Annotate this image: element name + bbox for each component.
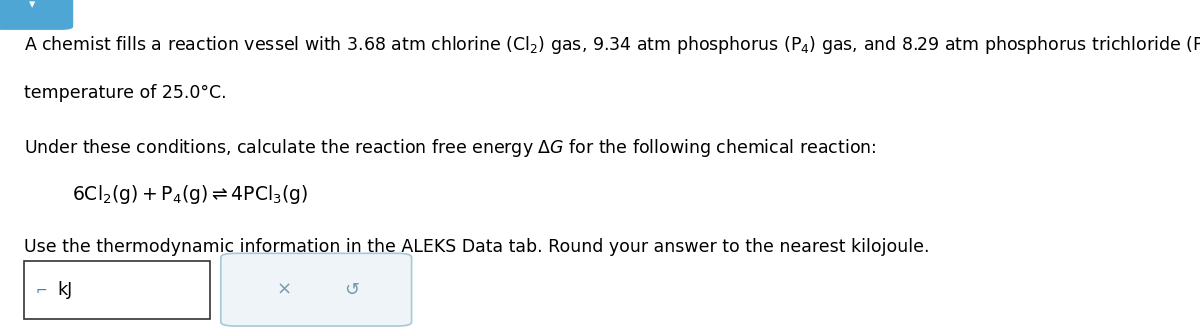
Text: A chemist fills a reaction vessel with 3.68 atm chlorine $\left(\mathrm{Cl_2}\ri: A chemist fills a reaction vessel with 3… <box>24 34 1200 56</box>
Text: Use the thermodynamic information in the ALEKS Data tab. Round your answer to th: Use the thermodynamic information in the… <box>24 238 930 256</box>
FancyBboxPatch shape <box>221 253 412 326</box>
FancyBboxPatch shape <box>24 261 210 319</box>
Text: kJ: kJ <box>58 281 73 299</box>
Text: ⌐: ⌐ <box>36 283 48 297</box>
Text: ↺: ↺ <box>344 281 360 299</box>
Text: ×: × <box>276 281 292 299</box>
Text: ▾: ▾ <box>29 0 36 11</box>
Text: Under these conditions, calculate the reaction free energy $\Delta G$ for the fo: Under these conditions, calculate the re… <box>24 137 876 159</box>
Text: $\mathrm{6Cl_2(g)+P_4(g)\rightleftharpoons 4PCl_3(g)}$: $\mathrm{6Cl_2(g)+P_4(g)\rightleftharpoo… <box>72 183 308 206</box>
FancyBboxPatch shape <box>0 0 73 30</box>
Text: temperature of 25.0°C.: temperature of 25.0°C. <box>24 84 227 102</box>
